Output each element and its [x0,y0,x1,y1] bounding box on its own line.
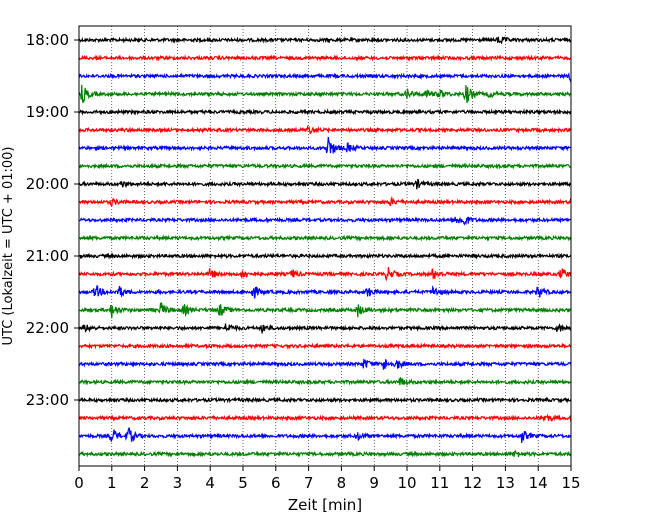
y-axis-title: UTC (Lokalzeit = UTC + 01:00) [1,147,16,346]
trace-line [78,54,572,62]
trace-line [78,124,572,135]
x-tick-label: 9 [369,474,379,492]
vertical-grid [111,26,539,466]
trace-line [78,342,572,350]
x-tick-label: 4 [205,474,215,492]
x-tick-label: 14 [529,474,548,492]
trace-line [78,162,572,170]
y-tick-label: 20:00 [26,175,69,193]
y-tick-label: 23:00 [26,391,69,409]
seismic-traces [78,36,572,458]
trace-line [78,358,572,370]
x-axis-title: Zeit [min] [288,496,362,514]
y-tick-label: 21:00 [26,247,69,265]
trace-line [78,72,572,83]
x-tick-label: 3 [173,474,183,492]
trace-line [78,267,572,282]
x-tick-label: 5 [238,474,248,492]
plot-frame [78,25,572,467]
x-tick-label: 1 [107,474,117,492]
trace-line [78,108,572,116]
x-tick-label: 10 [397,474,416,492]
x-tick-label: 6 [271,474,281,492]
x-axis-ticks: 0 1 2 3 4 5 6 7 8 9 10 11 12 13 14 15 [74,466,581,492]
trace-line [78,302,572,319]
x-tick-label: 15 [561,474,580,492]
x-tick-label: 2 [140,474,150,492]
trace-line [78,195,572,207]
y-tick-label: 22:00 [26,319,69,337]
trace-line [78,84,572,104]
x-tick-label: 11 [430,474,449,492]
y-tick-label: 19:00 [26,103,69,121]
y-tick-label: 18:00 [26,31,69,49]
trace-line [78,449,572,458]
trace-line [78,178,572,190]
trace-line [78,216,572,226]
trace-line [78,36,572,45]
trace-line [78,413,572,423]
trace-line [78,323,572,335]
trace-line [78,427,572,443]
trace-line [78,284,572,299]
trace-line [78,396,572,404]
x-tick-label: 0 [74,474,84,492]
x-tick-label: 8 [337,474,347,492]
trace-line [78,136,572,154]
x-tick-label: 7 [304,474,314,492]
trace-line [78,234,572,242]
trace-line [78,252,572,260]
x-tick-label: 12 [463,474,482,492]
trace-line [78,377,572,387]
y-axis-ticks: 18:00 19:00 20:00 21:00 22:00 23:00 [26,31,79,409]
x-tick-label: 13 [496,474,515,492]
